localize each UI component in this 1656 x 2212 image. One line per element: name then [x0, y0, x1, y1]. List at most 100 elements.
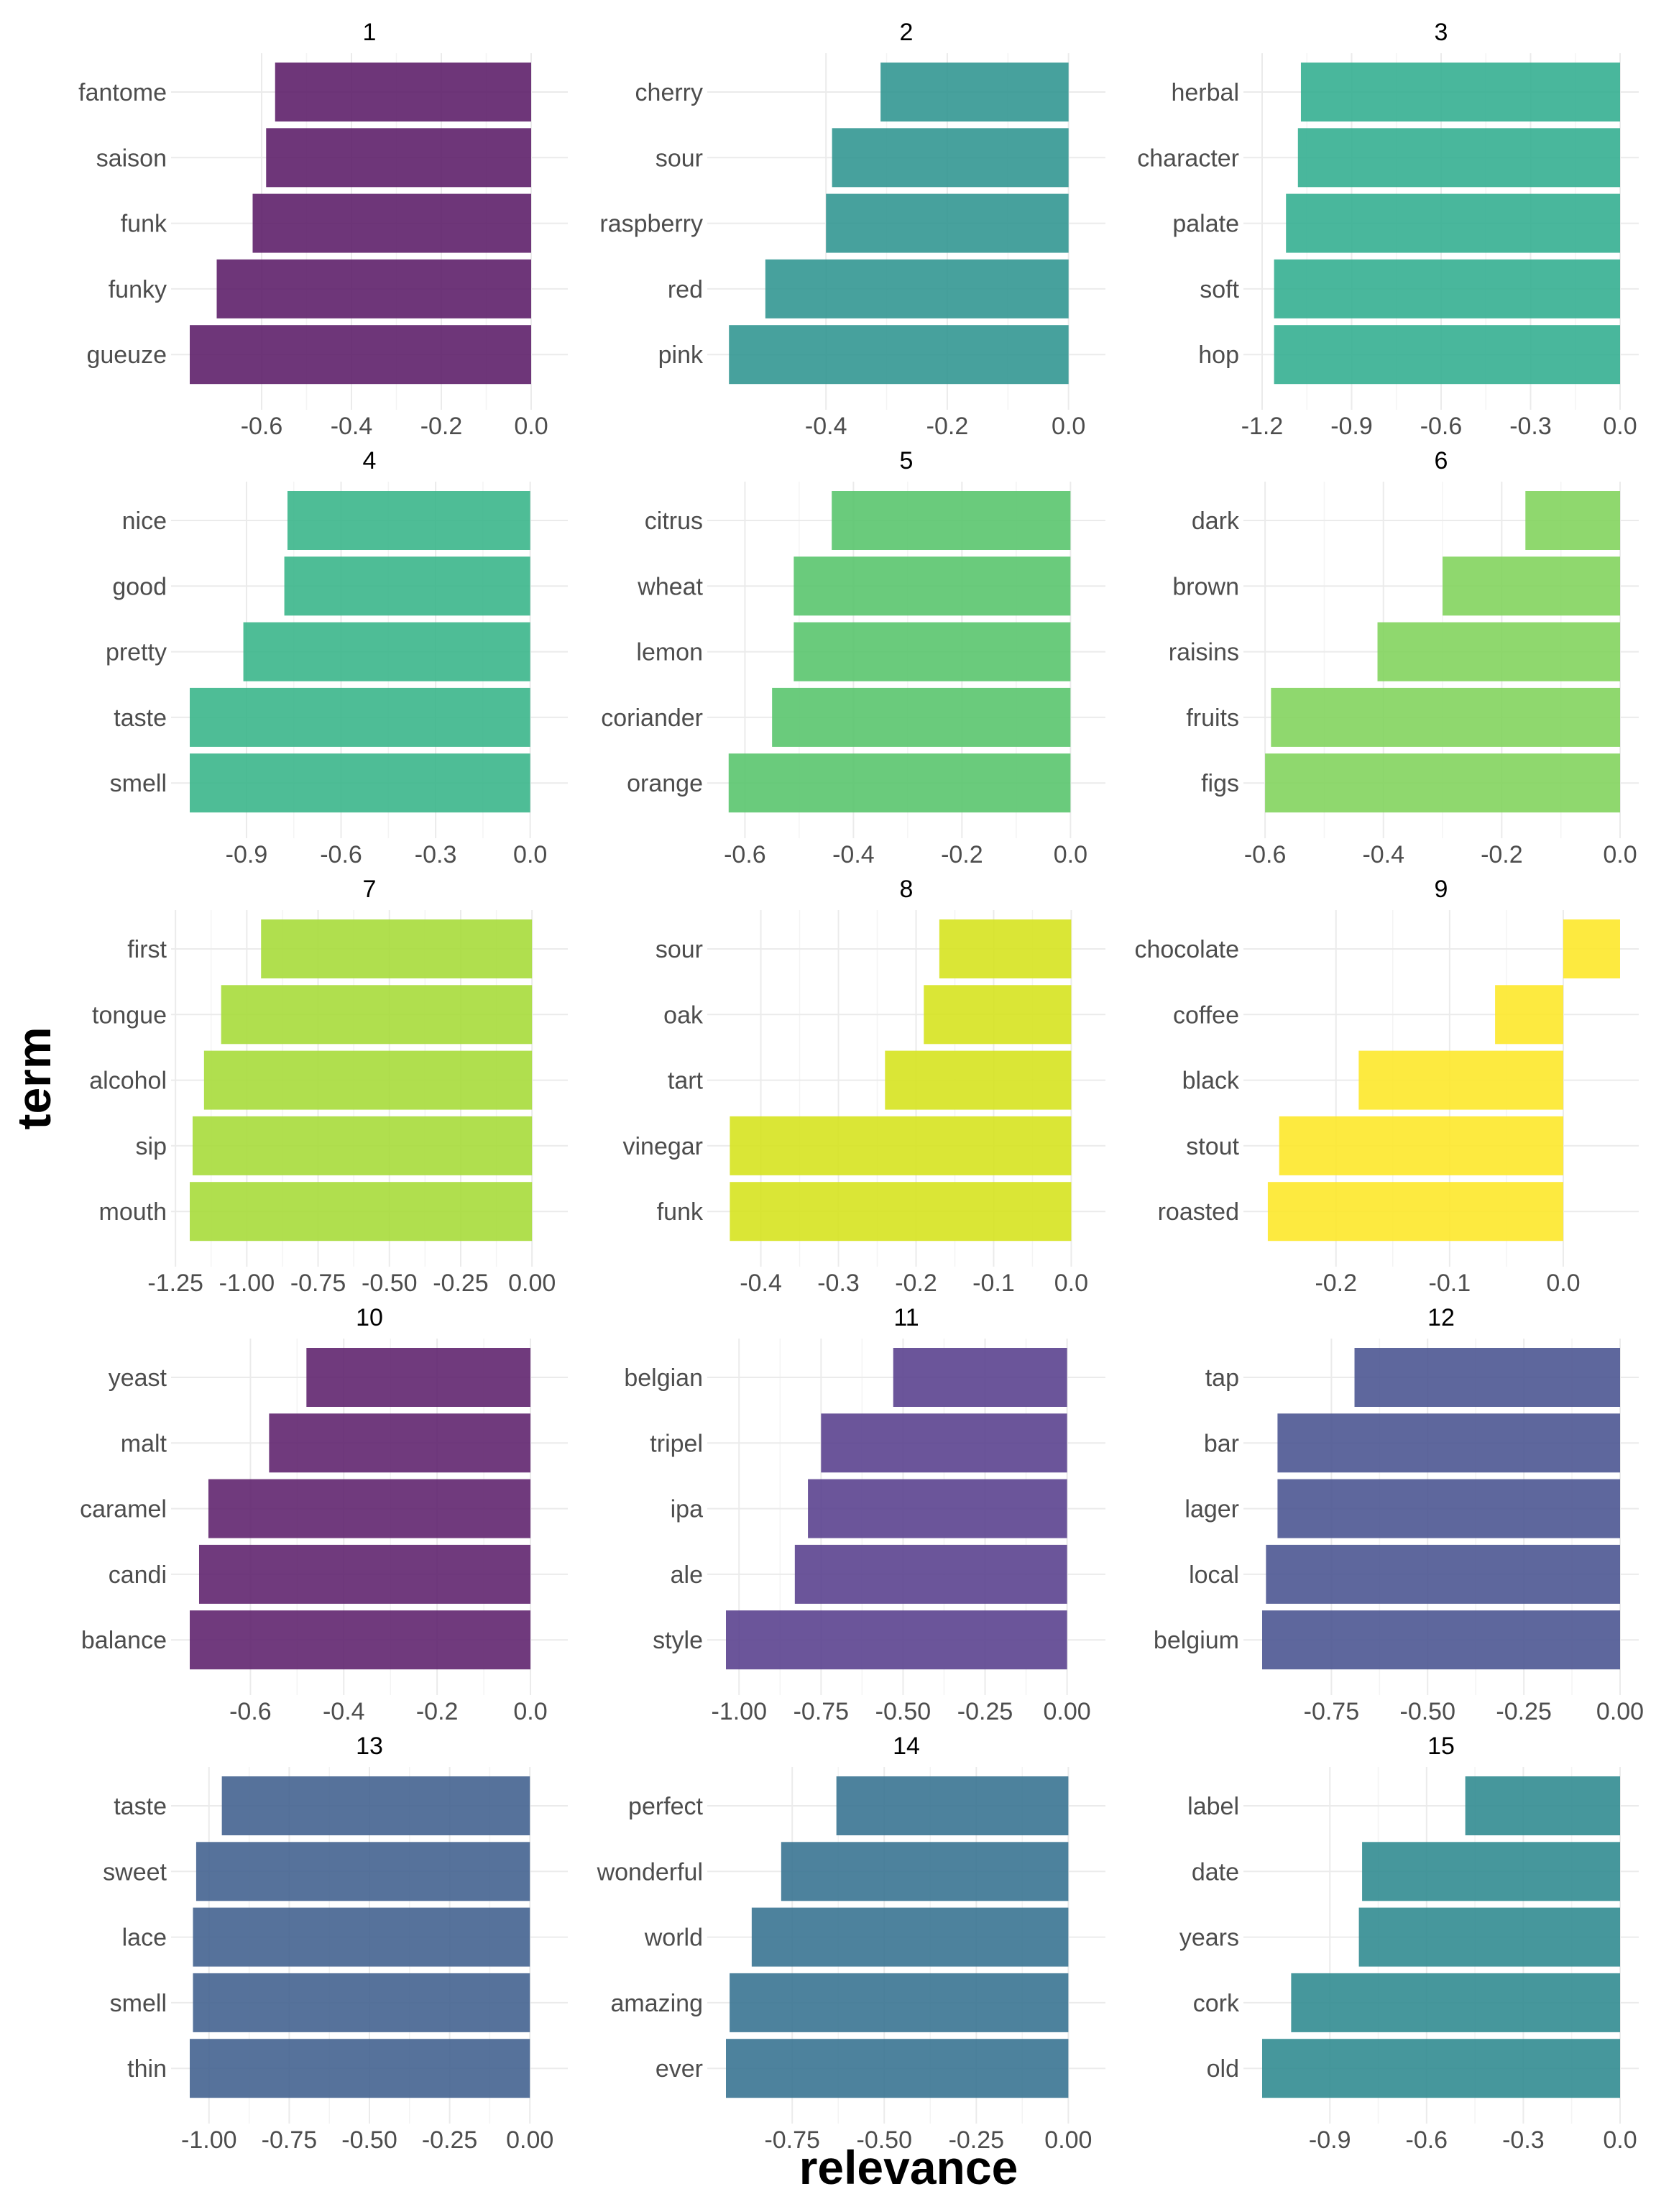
x-tick-label: -0.75	[794, 1698, 850, 1725]
x-tick-label: -0.1	[1429, 1270, 1471, 1297]
term-label: palate	[1172, 211, 1239, 238]
term-label: brown	[1172, 573, 1239, 600]
bar-roasted	[1267, 1182, 1563, 1242]
bar-wheat	[794, 556, 1071, 616]
bar-tongue	[221, 985, 533, 1045]
term-label: fantome	[78, 79, 167, 106]
x-tick-label: -0.6	[320, 841, 362, 868]
term-label: citrus	[645, 508, 703, 535]
term-label: belgian	[624, 1364, 703, 1392]
term-label: label	[1187, 1793, 1239, 1820]
x-tick-label: 0.0	[1603, 841, 1637, 868]
term-label: world	[644, 1924, 703, 1952]
term-label: yeast	[109, 1364, 167, 1392]
facet-title-2: 2	[900, 19, 914, 46]
x-tick-label: -0.4	[740, 1270, 782, 1297]
x-tick-label: -0.6	[1244, 841, 1287, 868]
bar-good	[284, 556, 530, 616]
term-label: tart	[668, 1068, 704, 1095]
bar-coriander	[772, 687, 1071, 747]
term-label: thin	[127, 2055, 167, 2083]
x-tick-label: 0.0	[1546, 1270, 1580, 1297]
bar-figs	[1265, 753, 1620, 813]
x-tick-label: -0.50	[362, 1270, 418, 1297]
x-tick-label: -0.2	[1315, 1270, 1357, 1297]
bar-vinegar	[730, 1116, 1072, 1175]
term-label: taste	[114, 705, 167, 732]
x-tick-label: -0.75	[262, 2126, 318, 2154]
x-tick-label: 0.00	[506, 2126, 553, 2154]
facet-title-10: 10	[356, 1304, 383, 1331]
term-label: lemon	[636, 639, 703, 666]
bar-yeast	[306, 1348, 531, 1407]
bar-orange	[728, 753, 1071, 813]
facet-panel-8: 8 sour oak tart vinegar funk -0.4 -0.3 -0.2 -0.1 0…	[622, 876, 1105, 1297]
x-tick-label: -0.75	[290, 1270, 346, 1297]
x-tick-label: -0.1	[972, 1270, 1015, 1297]
bar-dark	[1525, 491, 1620, 550]
x-tick-label: 0.0	[513, 1698, 547, 1725]
bar-local	[1266, 1544, 1620, 1604]
facet-title-11: 11	[893, 1304, 919, 1331]
x-tick-label: 0.0	[1052, 413, 1085, 440]
x-tick-label: -0.25	[1496, 1698, 1552, 1725]
x-tick-label: -0.75	[1304, 1698, 1360, 1725]
bar-world	[751, 1907, 1069, 1967]
facet-panel-10: 10 yeast malt caramel candi balance -0.6 -0.4 -0…	[80, 1304, 568, 1725]
bar-stout	[1279, 1116, 1563, 1175]
x-tick-label: -0.3	[1502, 2126, 1545, 2154]
term-label: amazing	[610, 1990, 703, 2017]
bar-taste	[221, 1776, 530, 1835]
term-label: cherry	[635, 79, 703, 106]
term-label: wheat	[637, 573, 703, 600]
facets-layer: 1 fantome saison funk funky gueuze -0.6 -0.4 -0.…	[78, 19, 1644, 2154]
term-label: good	[112, 573, 167, 600]
bar-funk	[252, 193, 531, 253]
x-tick-label: -0.50	[341, 2126, 397, 2154]
x-tick-label: 0.0	[514, 413, 548, 440]
bar-soft	[1274, 259, 1620, 318]
bar-ale	[794, 1544, 1067, 1604]
bar-saison	[266, 128, 531, 188]
term-label: herbal	[1171, 79, 1239, 106]
term-label: soft	[1200, 276, 1239, 303]
term-label: funk	[121, 211, 167, 238]
term-label: sour	[656, 936, 703, 963]
bar-brown	[1443, 556, 1620, 616]
x-tick-label: -0.6	[1406, 2126, 1448, 2154]
bar-funk	[730, 1182, 1072, 1242]
term-label: cork	[1193, 1990, 1240, 2017]
term-label: date	[1192, 1858, 1239, 1886]
facet-title-15: 15	[1427, 1733, 1455, 1760]
x-tick-label: -0.6	[724, 841, 766, 868]
y-axis-title: term	[7, 1027, 60, 1129]
bar-taste	[190, 687, 530, 747]
facet-title-6: 6	[1435, 447, 1448, 474]
facet-panel-15: 15 label date years cork old -0.9 -0.6 -0.3 0.0	[1179, 1733, 1639, 2154]
term-label: lace	[122, 1924, 167, 1952]
facet-title-14: 14	[893, 1733, 920, 1760]
bar-perfect	[836, 1776, 1069, 1835]
term-label: smell	[110, 770, 167, 797]
facet-panel-4: 4 nice good pretty taste smell -0.9 -0.6 -0.3 0.0	[106, 447, 568, 868]
term-label: candi	[109, 1561, 167, 1589]
term-label: tongue	[92, 1001, 167, 1029]
term-label: dark	[1192, 508, 1240, 535]
term-label: lager	[1184, 1496, 1239, 1523]
term-label: wonderful	[597, 1858, 703, 1886]
x-tick-label: -0.2	[420, 413, 463, 440]
x-tick-label: -0.25	[949, 2126, 1005, 2154]
facet-title-13: 13	[356, 1733, 383, 1760]
x-tick-label: -0.6	[241, 413, 283, 440]
x-tick-label: -0.4	[323, 1698, 365, 1725]
bar-candi	[198, 1544, 531, 1604]
term-label: character	[1137, 144, 1239, 172]
facet-title-12: 12	[1427, 1304, 1455, 1331]
bar-character	[1297, 128, 1620, 188]
term-label: balance	[81, 1627, 167, 1654]
bar-oak	[924, 985, 1072, 1045]
x-tick-label: -1.00	[712, 1698, 768, 1725]
bar-lace	[193, 1907, 530, 1967]
term-label: fruits	[1186, 705, 1239, 732]
bar-cork	[1291, 1973, 1620, 2032]
